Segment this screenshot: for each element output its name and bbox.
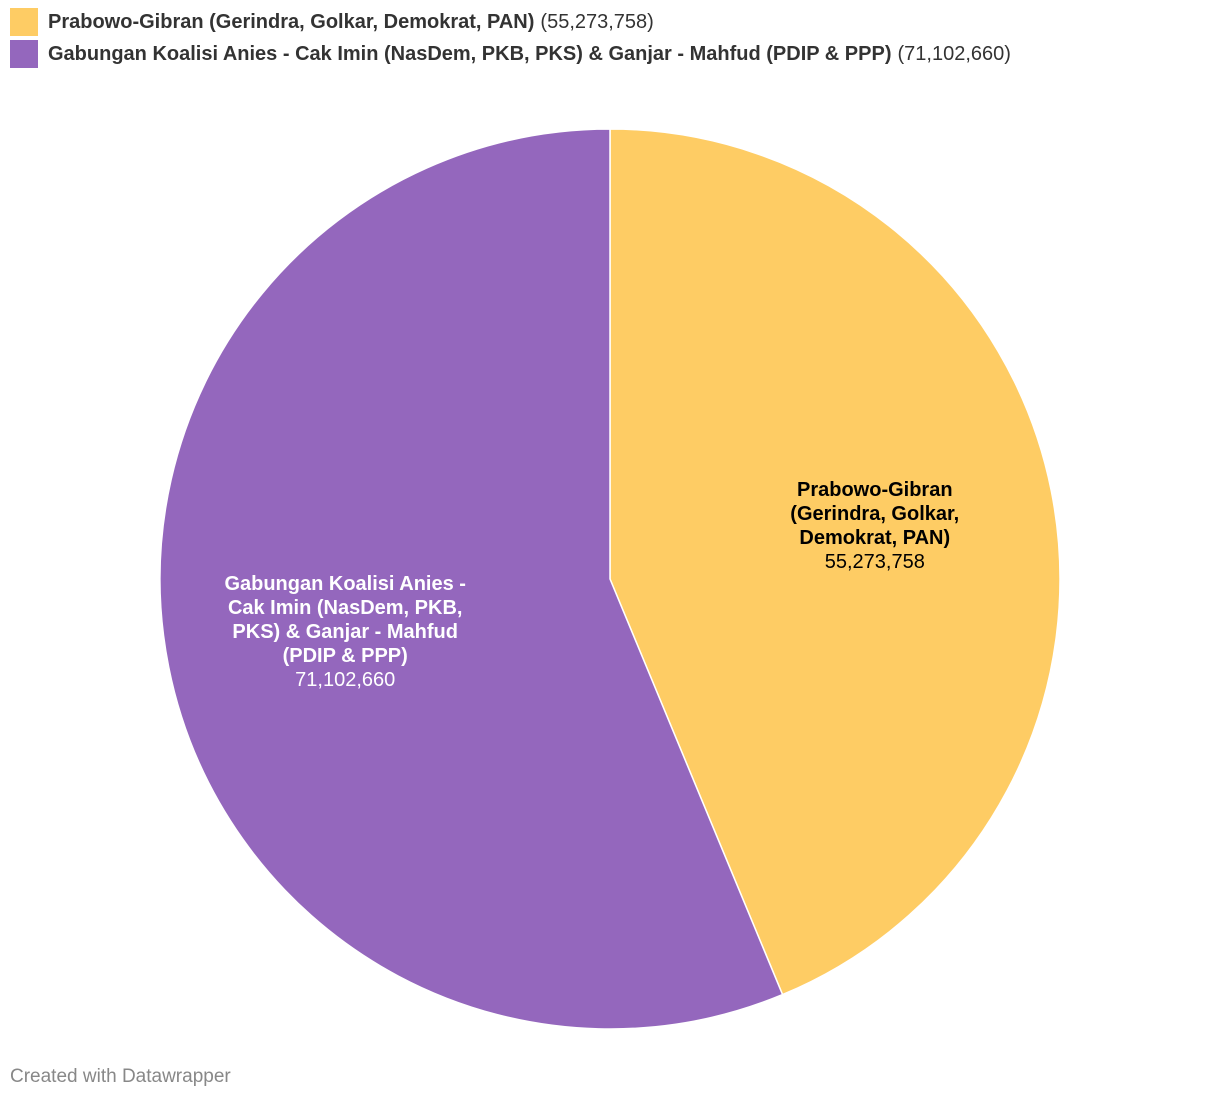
- slice-label: Gabungan Koalisi Anies - Cak Imin (NasDe…: [220, 572, 470, 692]
- legend-label: Gabungan Koalisi Anies - Cak Imin (NasDe…: [48, 42, 892, 65]
- slice-name: Gabungan Koalisi Anies - Cak Imin (NasDe…: [224, 572, 466, 667]
- slice-value: 55,273,758: [824, 551, 925, 574]
- slice-label: Prabowo-Gibran (Gerindra, Golkar, Demokr…: [750, 478, 1000, 574]
- slice-value: 71,102,660: [295, 668, 396, 691]
- legend-entry: Gabungan Koalisi Anies - Cak Imin (NasDe…: [10, 40, 1011, 68]
- legend-label: Prabowo-Gibran (Gerindra, Golkar, Demokr…: [48, 10, 535, 33]
- slice-name: Prabowo-Gibran (Gerindra, Golkar, Demokr…: [790, 479, 960, 550]
- credit: Created with Datawrapper: [10, 1066, 231, 1087]
- pie-slice: [159, 128, 784, 1030]
- pie-slice: [609, 128, 1061, 996]
- legend-value: (55,273,758): [540, 10, 654, 33]
- legend-swatch: [10, 40, 38, 68]
- legend-entry: Prabowo-Gibran (Gerindra, Golkar, Demokr…: [10, 8, 654, 36]
- legend-swatch: [10, 8, 38, 36]
- legend-value: (71,102,660): [897, 42, 1011, 65]
